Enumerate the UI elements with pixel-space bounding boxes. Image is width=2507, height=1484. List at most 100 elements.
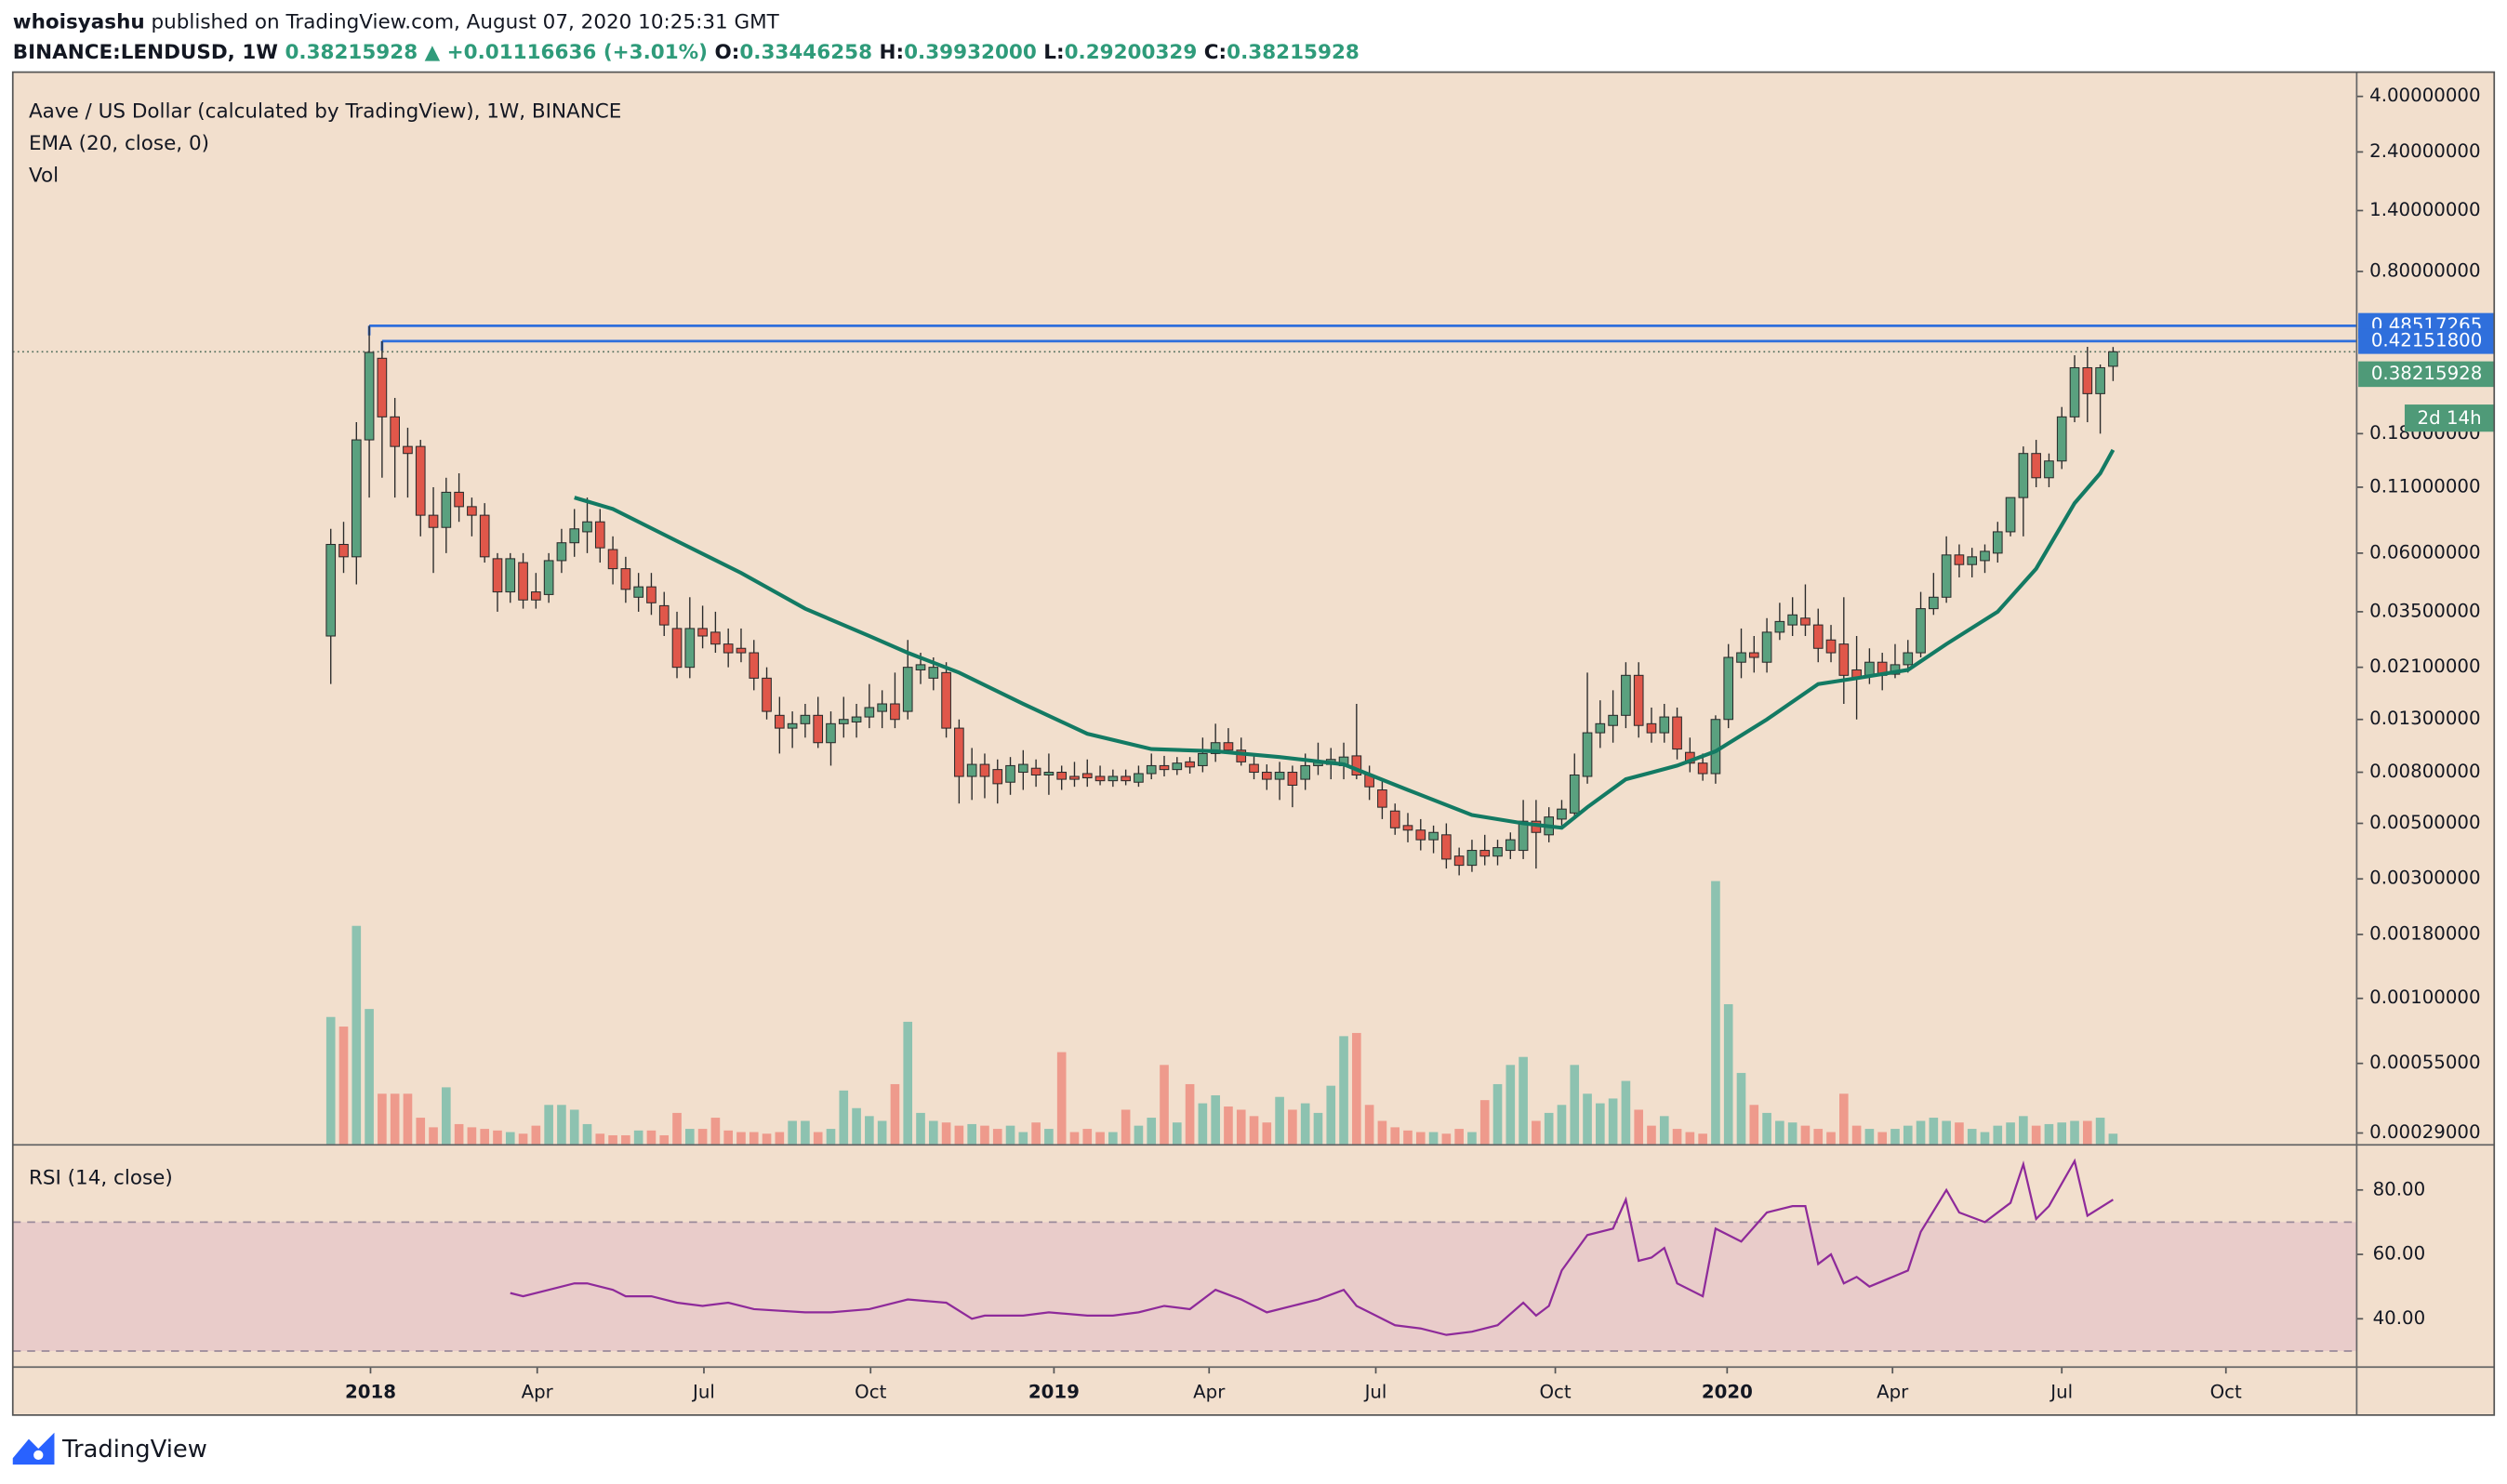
candle-body [1415, 829, 1426, 841]
candle-body [1210, 742, 1221, 754]
candle-body [556, 542, 567, 562]
ohlc-c-value: 0.38215928 [1227, 41, 1360, 64]
volume-bar [505, 1132, 515, 1146]
candle-body [492, 558, 503, 593]
candle-body [1595, 722, 1606, 734]
candle-body [1787, 614, 1797, 626]
candle-body [658, 604, 670, 626]
volume-bar [1275, 1096, 1284, 1146]
y-tick-label: 0.00300000 [2369, 868, 2480, 889]
candle-body [684, 628, 696, 669]
candle-body [1518, 820, 1529, 852]
candle-body [902, 667, 913, 712]
brand-logo [12, 1432, 55, 1465]
candle-body [915, 664, 926, 670]
volume-bar [2006, 1122, 2015, 1146]
volume-bar [1005, 1125, 1015, 1146]
volume-bar [518, 1133, 528, 1146]
candle-body [1236, 749, 1247, 762]
rsi-legend: RSI (14, close) [29, 1166, 173, 1189]
candle-body [813, 714, 824, 744]
y-tick-label: 0.11000000 [2369, 475, 2480, 497]
chart-bg [12, 72, 2495, 1415]
chart-border [11, 71, 2496, 1416]
y-tick-label: 4.00000000 [2369, 85, 2480, 106]
candle-body [428, 514, 439, 528]
candle-body [2095, 366, 2105, 394]
candle-body [2056, 416, 2067, 462]
candle-body [736, 647, 747, 654]
volume-bar [852, 1107, 861, 1146]
candle-body [1967, 556, 1978, 565]
change: ▲ +0.01116636 (+3.01%) [425, 41, 708, 64]
volume-bar [1390, 1127, 1400, 1146]
rsi-tick-label: 60.00 [2373, 1243, 2426, 1265]
candle-body [2005, 497, 2016, 533]
candle-body [1094, 775, 1106, 782]
candle-body [697, 628, 708, 637]
candle-body [1441, 834, 1452, 860]
volume-bar [749, 1132, 759, 1146]
candle-body [1159, 764, 1170, 771]
volume-bar [941, 1122, 951, 1146]
candle-body [1043, 772, 1055, 776]
volume-bar [865, 1116, 874, 1146]
volume-bar [1787, 1122, 1797, 1146]
x-tick-label: 2020 [1702, 1381, 1753, 1402]
candle-body [1017, 763, 1028, 774]
candle-body [1697, 762, 1708, 775]
candle-body [325, 543, 337, 637]
volume-bar [839, 1090, 849, 1146]
candle-body [1108, 775, 1119, 782]
candle-body [441, 491, 452, 528]
volume-bar [1634, 1109, 1644, 1146]
candle-body [1389, 810, 1400, 828]
ohlc-l: L: [1043, 41, 1064, 64]
candle-body [800, 714, 811, 724]
volume-bar [1621, 1080, 1631, 1146]
y-tick-label: 0.02100000 [2369, 656, 2480, 677]
candle-body [1081, 773, 1093, 779]
candle-body [826, 722, 836, 744]
candle-body [1761, 631, 1772, 663]
x-tick-label: 2018 [345, 1381, 396, 1402]
candle-body [2082, 366, 2093, 394]
volume-bar [697, 1129, 708, 1146]
y-tick-label: 0.00100000 [2369, 987, 2480, 1008]
volume-bar [1236, 1109, 1246, 1146]
candle-body [594, 521, 605, 549]
volume-bar [980, 1125, 989, 1146]
volume-bar [544, 1105, 553, 1146]
volume-bar [1313, 1112, 1323, 1146]
volume-bar [1570, 1065, 1580, 1146]
volume-bar [1813, 1129, 1824, 1146]
volume-bar [788, 1120, 797, 1146]
candle-body [890, 703, 900, 721]
y-tick-label: 0.00500000 [2369, 812, 2480, 833]
candle-body [1479, 850, 1491, 857]
candle-body [1428, 831, 1439, 841]
candle-body [1249, 763, 1259, 774]
candle-body [364, 351, 375, 441]
volume-bar [1288, 1109, 1297, 1146]
published: published on TradingView.com, August 07,… [152, 10, 780, 33]
candle-body [762, 677, 772, 712]
candle-body [1261, 772, 1272, 780]
candle-body [992, 769, 1003, 785]
candle-body [607, 549, 618, 570]
volume-bar [1185, 1083, 1195, 1146]
volume-bar [1659, 1116, 1669, 1146]
volume-bar [325, 1016, 336, 1146]
volume-bar [467, 1127, 477, 1146]
volume-bar [826, 1129, 836, 1146]
volume-bar [684, 1129, 695, 1146]
volume-bar [1300, 1103, 1310, 1146]
volume-bar [531, 1125, 541, 1146]
volume-bar [1916, 1120, 1926, 1146]
rsi-band [12, 1222, 2357, 1351]
candle-body [1723, 656, 1734, 721]
candle-body [582, 521, 592, 533]
candle-body [1505, 839, 1516, 852]
volume-bar [429, 1127, 438, 1146]
candle-body [620, 568, 631, 590]
